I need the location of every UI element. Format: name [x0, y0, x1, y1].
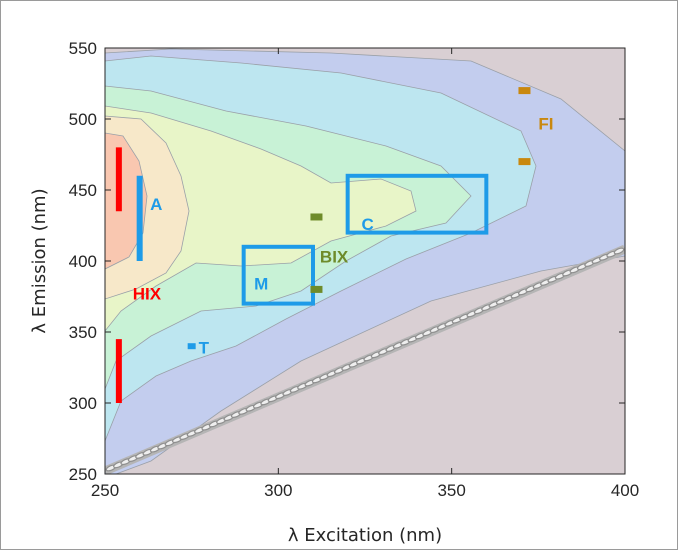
- annotation-label: BIX: [320, 248, 349, 267]
- annotation-t: T: [187, 339, 210, 358]
- y-tick-label: 300: [69, 394, 97, 413]
- annotation-hix: HIX: [115, 147, 162, 304]
- annotation-fi: FI: [518, 87, 553, 166]
- annotation-marks: A HIX T M C BIX FI: [115, 87, 553, 403]
- annotation-point: [310, 285, 323, 293]
- contour-band-6: [105, 132, 148, 270]
- annotation-label: A: [150, 195, 162, 214]
- annotation-label: FI: [538, 114, 553, 133]
- annotation-point: [518, 158, 531, 166]
- contour-band-4: [105, 105, 417, 332]
- annotation-point: [187, 343, 196, 350]
- annotation-point: [518, 87, 531, 95]
- annotation-a: A: [136, 175, 162, 261]
- y-tick-label: 550: [69, 39, 97, 58]
- annotation-label: M: [254, 275, 268, 294]
- y-axis-label: λ Emission (nm): [29, 188, 50, 333]
- y-tick-label: 350: [69, 323, 97, 342]
- scatter-band: [105, 244, 625, 474]
- x-tick-label: 350: [437, 481, 465, 500]
- y-tick-label: 450: [69, 181, 97, 200]
- y-tick-label: 250: [69, 465, 97, 484]
- x-tick-label: 400: [611, 481, 639, 500]
- annotation-m: M: [241, 244, 316, 306]
- annotation-c: C: [345, 173, 489, 235]
- plot-area: [105, 48, 625, 474]
- x-tick-label: 250: [91, 481, 119, 500]
- annotation-label: T: [199, 339, 210, 358]
- annotation-bix: BIX: [310, 213, 349, 293]
- annotation-box: [241, 244, 316, 306]
- scatter-cell: [613, 247, 625, 255]
- annotation-label: C: [362, 215, 374, 234]
- x-tick-label: 300: [264, 481, 292, 500]
- y-tick-label: 400: [69, 252, 97, 271]
- x-axis-label: λ Excitation (nm): [288, 525, 442, 546]
- annotation-box: [345, 173, 489, 235]
- y-tick-label: 500: [69, 110, 97, 129]
- annotation-point: [310, 213, 323, 221]
- annotation-label: HIX: [133, 285, 162, 304]
- axis-ticks: [104, 47, 626, 475]
- tick-labels: 250 300 350 400 250 300 350 400 450 500 550: [69, 39, 640, 500]
